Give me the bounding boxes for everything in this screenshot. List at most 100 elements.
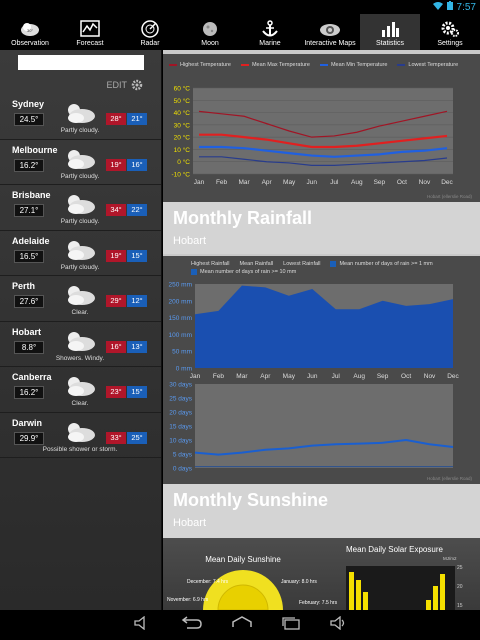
current-temperature: 27.1° xyxy=(14,204,44,217)
rainfall-header: Monthly Rainfall Hobart xyxy=(163,202,480,254)
y-tick-label: 10 °C xyxy=(174,146,191,154)
min-temperature-badge: 25° xyxy=(127,431,147,444)
x-tick-label: Aug xyxy=(353,373,365,380)
x-tick-label: Mar xyxy=(236,373,248,380)
temperature-panel: Highest Temperature Mean Max Temperature… xyxy=(163,54,480,202)
x-tick-label: Oct xyxy=(401,373,411,380)
series-line xyxy=(199,133,448,149)
solar-unit: MJ/m2 xyxy=(443,556,457,561)
solar-bar xyxy=(426,600,431,610)
nav-moon[interactable]: Moon xyxy=(180,14,240,50)
city-row[interactable]: Hobart 8.8° Showers. Windy. 16° 13° xyxy=(0,322,161,367)
legend-item: Highest Rainfall xyxy=(191,261,230,267)
sunshine-label-december: December: 7.4 hrs xyxy=(187,579,229,585)
x-tick-label: May xyxy=(283,179,296,186)
weather-condition: Showers. Windy. xyxy=(55,354,105,362)
nav-settings[interactable]: Settings xyxy=(420,14,480,50)
y-tick-label: 0 days xyxy=(173,466,193,473)
min-temperature-badge: 16° xyxy=(127,158,147,171)
y-tick-label: 250 mm xyxy=(169,282,192,289)
city-name: Brisbane xyxy=(12,190,51,200)
legend-item: Highest Temperature xyxy=(169,62,231,68)
nav-observation[interactable]: 30° Observation xyxy=(0,14,60,50)
legend-item: Mean Max Temperature xyxy=(240,62,310,68)
back-icon[interactable] xyxy=(179,615,203,635)
rainfall-title: Monthly Rainfall xyxy=(173,208,312,228)
city-list: Sydney 24.5° Partly cloudy. 28° 21° Melbourne… xyxy=(0,94,161,458)
sunshine-label-january: January: 8.0 hrs xyxy=(281,579,317,585)
solar-ytick: 25 xyxy=(457,565,463,571)
nav-interactive-maps[interactable]: Interactive Maps xyxy=(300,14,360,50)
x-tick-label: Jul xyxy=(330,179,339,186)
y-tick-label: 0 °C xyxy=(177,158,190,166)
y-tick-label: 200 mm xyxy=(169,298,192,305)
nav-marine[interactable]: Marine xyxy=(240,14,300,50)
x-tick-label: Nov xyxy=(419,179,431,186)
weather-condition: Partly cloudy. xyxy=(60,127,100,134)
city-row[interactable]: Adelaide 16.5° Partly cloudy. 19° 15° xyxy=(0,231,161,276)
city-name: Darwin xyxy=(12,417,43,428)
city-row[interactable]: Canberra 16.2° Clear. 23° 15° xyxy=(0,367,161,413)
weather-condition: Possible shower or storm. xyxy=(42,445,118,453)
recent-apps-icon[interactable] xyxy=(281,616,301,635)
moon-icon xyxy=(203,22,217,36)
statistics-icon xyxy=(382,22,399,37)
anchor-icon xyxy=(262,20,278,37)
sunshine-panel: Mean Daily Sunshine December: 7.4 hrs Ja… xyxy=(163,538,480,610)
city-row[interactable]: Brisbane 27.1° Partly cloudy. 34° 22° xyxy=(0,185,161,231)
weather-icon xyxy=(68,149,95,169)
observation-icon: 30° xyxy=(21,23,39,36)
x-tick-label: Mar xyxy=(238,179,250,186)
current-temperature: 8.8° xyxy=(14,340,44,354)
plot-area xyxy=(193,88,453,174)
y-tick-label: 150 mm xyxy=(169,315,192,322)
current-temperature: 24.5° xyxy=(14,113,44,126)
x-tick-label: Nov xyxy=(424,373,436,380)
x-tick-label: Apr xyxy=(260,373,271,380)
y-tick-label: 20 °C xyxy=(174,134,191,142)
sunshine-chart: Mean Daily Sunshine December: 7.4 hrs Ja… xyxy=(167,545,463,610)
gear-icon xyxy=(441,21,459,37)
max-temperature-badge: 23° xyxy=(106,386,126,398)
volume-up-icon[interactable] xyxy=(329,615,347,635)
city-search-input[interactable] xyxy=(18,55,144,70)
city-row[interactable]: Darwin 29.9° Possible shower or storm. 33° 2… xyxy=(0,413,161,458)
x-tick-label: Feb xyxy=(216,179,228,186)
wifi-icon xyxy=(432,1,443,13)
x-tick-label: Feb xyxy=(213,373,225,380)
city-name: Adelaide xyxy=(12,235,50,246)
min-temperature-badge: 12° xyxy=(127,295,147,307)
weather-condition: Partly cloudy. xyxy=(60,218,100,225)
forecast-icon xyxy=(80,20,100,37)
nav-forecast[interactable]: Forecast xyxy=(60,14,120,50)
weather-icon xyxy=(68,240,95,260)
home-icon[interactable] xyxy=(231,615,253,635)
nav-statistics[interactable]: Statistics xyxy=(360,14,420,50)
x-tick-label: May xyxy=(283,373,296,380)
radar-icon xyxy=(141,20,159,38)
y-tick-label: 30 °C xyxy=(174,121,191,129)
sunshine-dial-inner xyxy=(217,584,269,610)
series-line xyxy=(199,145,448,158)
city-name: Melbourne xyxy=(12,144,58,155)
min-temperature-badge: 21° xyxy=(127,113,147,125)
daily-sunshine-title: Mean Daily Sunshine xyxy=(205,555,281,564)
nav-radar[interactable]: Radar xyxy=(120,14,180,50)
city-row[interactable]: Melbourne 16.2° Partly cloudy. 19° 16° xyxy=(0,140,161,185)
legend-item: Lowest Temperature xyxy=(397,62,458,68)
current-temperature: 27.6° xyxy=(14,295,44,308)
legend-item: Mean Min Temperature xyxy=(319,62,387,68)
series-line xyxy=(194,438,454,456)
chart-credit: Hobart (ellerslie Road) xyxy=(426,476,472,481)
edit-button[interactable]: EDIT xyxy=(0,76,161,94)
min-temperature-badge: 15° xyxy=(127,249,147,262)
volume-down-icon[interactable] xyxy=(133,615,151,635)
weather-icon xyxy=(68,195,95,214)
city-row[interactable]: Perth 27.6° Clear. 29° 12° xyxy=(0,276,161,322)
temperature-chart: 60 °C 50 °C 40 °C 30 °C 20 °C 10 °C 0 °C -10 °C… xyxy=(172,85,454,187)
weather-condition: Clear. xyxy=(71,400,89,407)
solar-bar xyxy=(363,592,368,610)
city-row[interactable]: Sydney 24.5° Partly cloudy. 28° 21° xyxy=(0,94,161,140)
y-tick-label: 20 days xyxy=(169,410,193,417)
gear-icon xyxy=(131,79,143,91)
